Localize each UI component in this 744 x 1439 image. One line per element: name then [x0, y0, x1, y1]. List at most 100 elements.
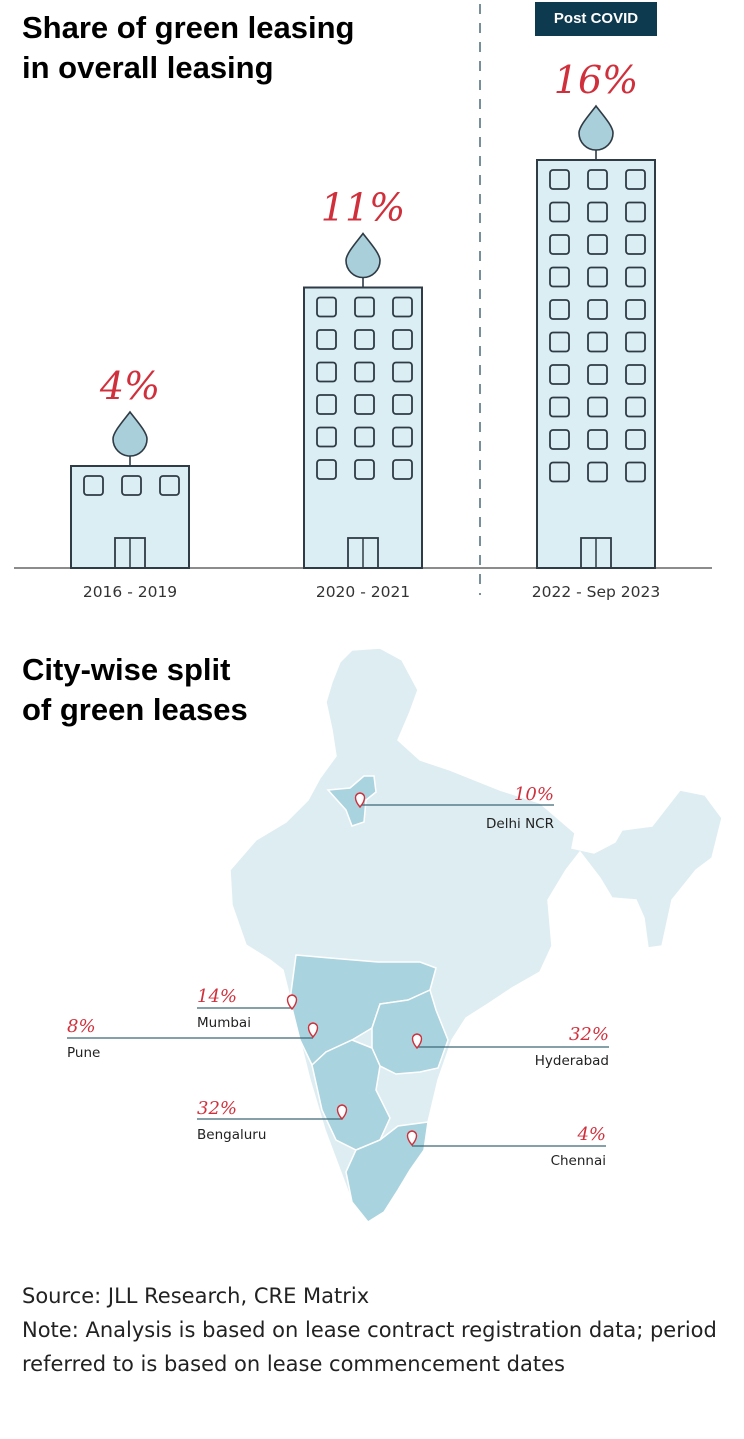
window: [625, 234, 646, 255]
karnataka-region: [311, 1039, 391, 1151]
window: [392, 361, 413, 383]
window: [316, 394, 337, 415]
city-share-value: 14%: [197, 986, 237, 1007]
post-covid-badge: Post COVID: [535, 2, 657, 36]
window: [392, 426, 413, 448]
footer: Source: JLL Research, CRE Matrix Note: A…: [22, 1279, 722, 1381]
tamilnadu-region: [345, 1121, 429, 1223]
window: [549, 429, 570, 450]
city-share-value: 4%: [576, 1124, 606, 1145]
city-labels: 10%Delhi NCR14%Mumbai8%Pune32%Hyderabad3…: [67, 784, 609, 1169]
source-text: Source: JLL Research, CRE Matrix: [22, 1284, 370, 1308]
window: [549, 461, 570, 483]
window: [316, 459, 337, 480]
window: [587, 201, 608, 223]
window: [625, 331, 646, 353]
city-name: Pune: [67, 1045, 100, 1061]
bar-building: 16% 2022 - Sep 2023: [532, 58, 660, 601]
window: [354, 426, 375, 448]
chart-title: Share of green leasing in overall leasing: [22, 10, 355, 85]
window: [316, 361, 337, 383]
window: [392, 296, 413, 318]
city-name: Bengaluru: [197, 1127, 266, 1143]
window: [625, 429, 646, 450]
window: [549, 201, 570, 223]
window: [316, 426, 337, 448]
window: [549, 396, 570, 418]
window: [354, 361, 375, 383]
delhi-ncr-region: [326, 775, 377, 827]
location-pin-icon: [411, 1033, 423, 1050]
window: [354, 394, 375, 415]
window: [587, 169, 608, 190]
city-marker: 32% Hyderabad: [411, 1024, 609, 1069]
city-marker: 14% Mumbai: [197, 986, 298, 1031]
window: [316, 329, 337, 350]
location-pin-icon: [307, 1022, 319, 1039]
city-share-value: 32%: [197, 1098, 237, 1119]
bar-body: [536, 159, 656, 569]
window: [625, 299, 646, 320]
india-land: [229, 647, 723, 1224]
location-pin-icon: [406, 1130, 418, 1147]
map-title: City-wise split of green leases: [22, 652, 248, 727]
category-label: 2022 - Sep 2023: [532, 583, 660, 601]
window: [587, 234, 608, 255]
window: [625, 201, 646, 223]
window: [354, 459, 375, 480]
window: [316, 296, 337, 318]
window: [83, 475, 104, 496]
window: [587, 396, 608, 418]
window: [121, 475, 142, 496]
bar-building: 4% 2016 - 2019: [70, 364, 190, 601]
window: [392, 459, 413, 480]
city-marker: 8% Pune: [67, 1016, 319, 1061]
window: [587, 331, 608, 353]
window: [549, 364, 570, 385]
window: [587, 461, 608, 483]
window: [625, 169, 646, 190]
window: [354, 329, 375, 350]
india-map: [229, 647, 723, 1224]
leaf-drop-icon: [578, 104, 614, 151]
city-marker: 32% Bengaluru: [197, 1098, 348, 1143]
city-share-value: 10%: [514, 784, 554, 805]
city-share-value: 32%: [569, 1024, 609, 1045]
location-pin-icon: [286, 994, 298, 1011]
value-label: 11%: [321, 186, 405, 230]
window: [587, 364, 608, 385]
value-label: 16%: [554, 58, 638, 102]
category-label: 2016 - 2019: [83, 583, 177, 601]
leaf-drop-icon: [112, 410, 148, 457]
bar-chart: 4% 2016 - 2019 11% 2020 - 2021 16% 2022 - Sep…: [14, 4, 712, 601]
window: [549, 299, 570, 320]
bar-building: 11% 2020 - 2021: [303, 186, 423, 601]
location-pin-icon: [354, 792, 366, 809]
city-name: Chennai: [551, 1153, 606, 1169]
window: [625, 364, 646, 385]
city-name: Mumbai: [197, 1015, 251, 1031]
window: [587, 429, 608, 450]
window: [625, 396, 646, 418]
window: [549, 266, 570, 288]
city-marker: 4% Chennai: [406, 1124, 606, 1169]
window: [549, 169, 570, 190]
window: [587, 266, 608, 288]
city-marker: 10% Delhi NCR: [354, 784, 554, 832]
value-label: 4%: [99, 364, 160, 408]
leaf-drop-icon: [345, 232, 381, 279]
telangana-region: [371, 988, 449, 1075]
window: [625, 461, 646, 483]
window: [354, 296, 375, 318]
location-pin-icon: [336, 1104, 348, 1121]
window: [549, 234, 570, 255]
window: [549, 331, 570, 353]
window: [392, 329, 413, 350]
window: [587, 299, 608, 320]
city-share-value: 8%: [67, 1016, 96, 1037]
note-text: Note: Analysis is based on lease contrac…: [22, 1318, 717, 1376]
window: [392, 394, 413, 415]
infographic-svg: 4% 2016 - 2019 11% 2020 - 2021 16% 2022 - Sep…: [14, 4, 723, 1224]
window: [625, 266, 646, 288]
window: [159, 475, 180, 496]
